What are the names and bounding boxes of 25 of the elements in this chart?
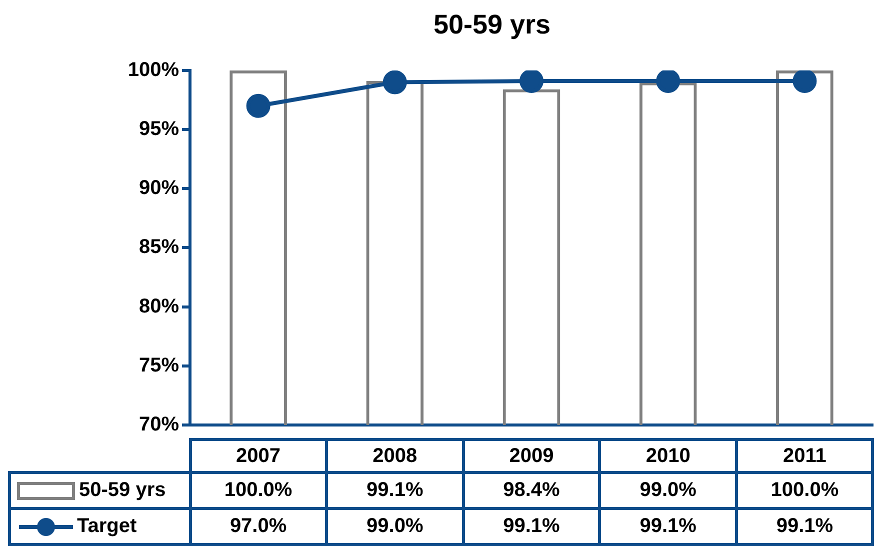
y-tick-label: 75% [138, 354, 180, 376]
x-tick-label: 2007 [188, 438, 328, 474]
data-label: 99.1% [598, 507, 738, 546]
data-label: 99.1% [325, 471, 465, 510]
data-label: 99.0% [325, 507, 465, 546]
y-tick-label: 100% [128, 58, 180, 81]
data-label: 99.1% [734, 507, 874, 546]
y-tick-label: 95% [138, 118, 180, 140]
y-tick-label: 70% [138, 414, 180, 436]
legend-label: Target [77, 515, 137, 538]
x-tick-label: 2010 [598, 438, 738, 474]
x-tick-label: 2008 [325, 438, 465, 474]
chart-title: 50-59 yrs [433, 10, 551, 40]
data-label: 100.0% [734, 471, 874, 510]
x-tick-label: 2009 [462, 438, 602, 474]
data-label: 98.4% [462, 471, 602, 510]
data-label: 100.0% [188, 471, 328, 510]
y-tick-label: 85% [138, 236, 180, 258]
y-tick-label: 90% [138, 177, 180, 200]
y-tick-label: 80% [138, 295, 180, 318]
data-label: 99.0% [598, 471, 738, 510]
data-label: 99.1% [462, 507, 602, 546]
legend-label: 50-59 yrs [79, 479, 166, 502]
x-tick-label: 2011 [734, 438, 874, 474]
data-label: 97.0% [188, 507, 328, 546]
